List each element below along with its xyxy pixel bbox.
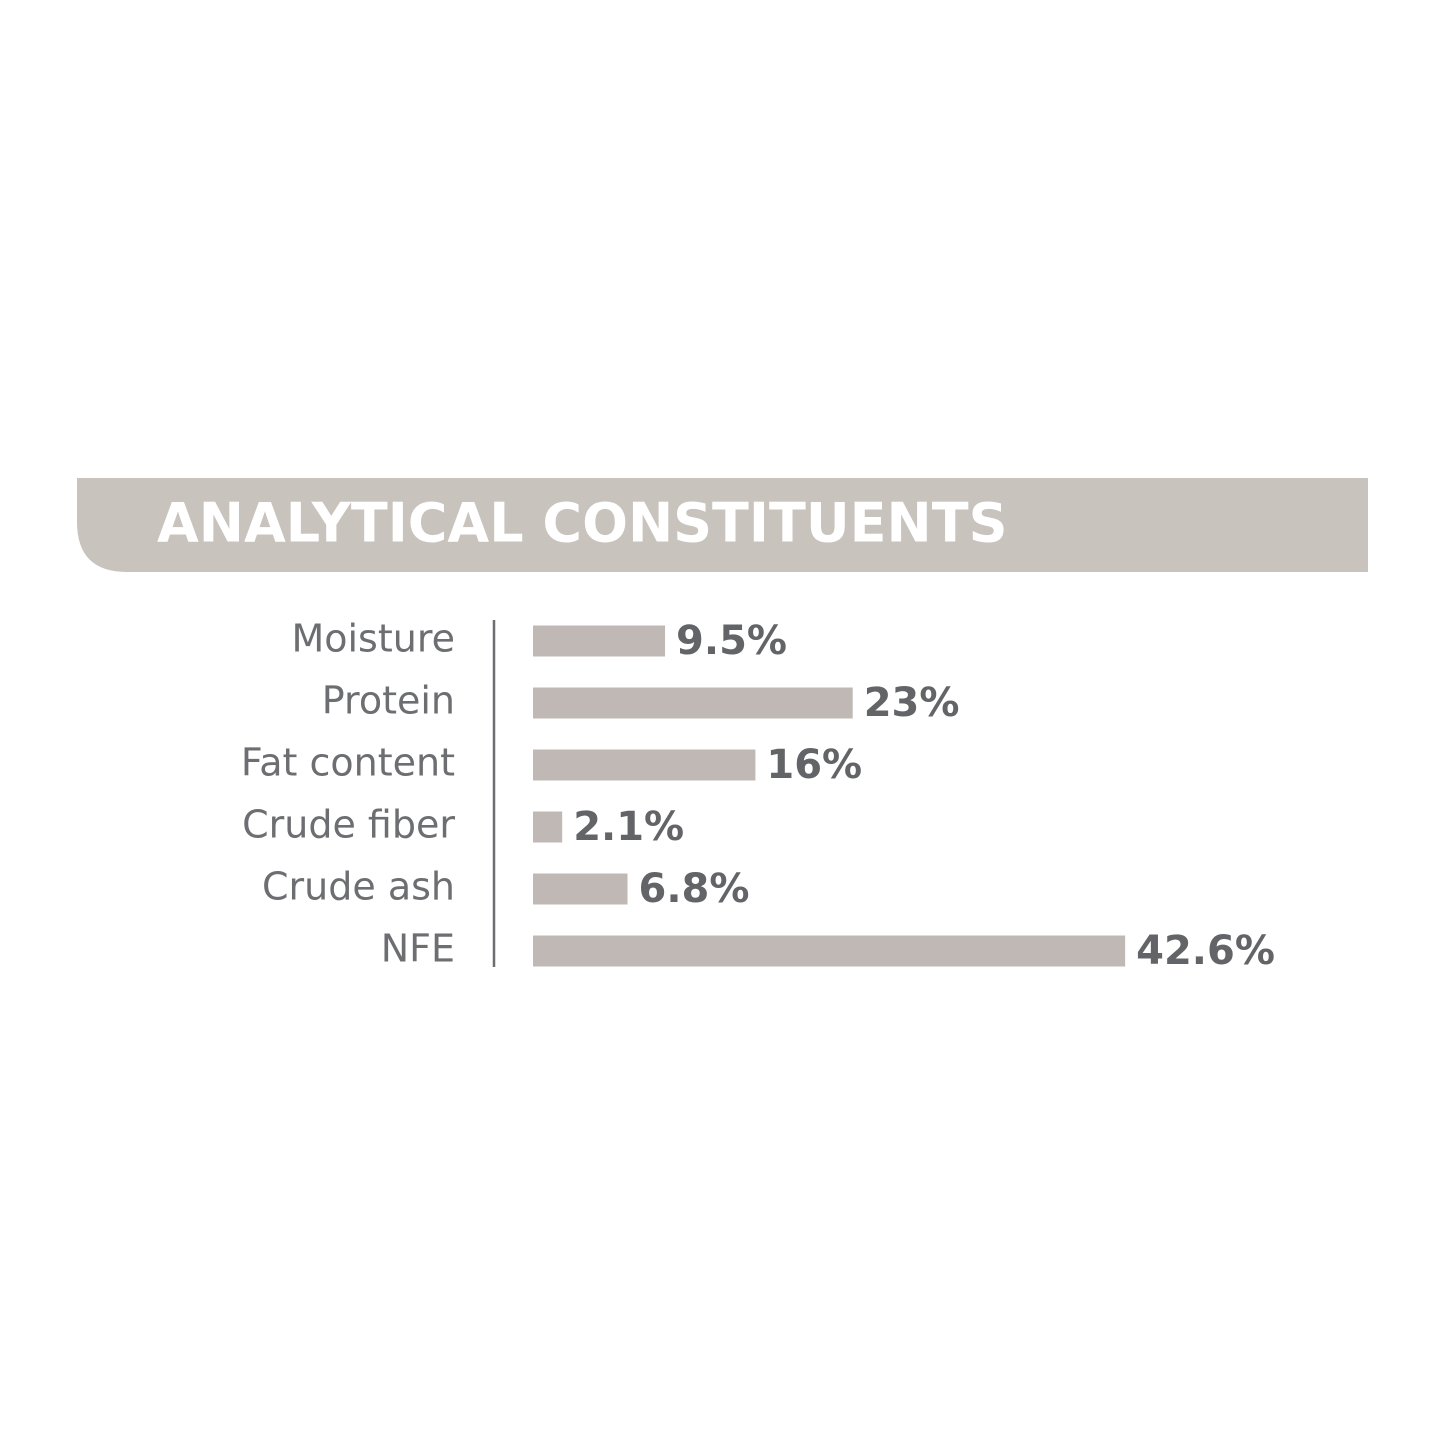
category-label: Protein <box>322 679 455 723</box>
chart-title: ANALYTICAL CONSTITUENTS <box>157 492 1007 555</box>
category-label: NFE <box>381 927 455 971</box>
value-label: 2.1% <box>573 804 684 850</box>
value-label: 42.6% <box>1136 928 1275 974</box>
value-label: 9.5% <box>676 618 787 664</box>
header-band <box>77 478 1368 572</box>
bar <box>533 811 563 843</box>
value-label: 6.8% <box>639 866 750 912</box>
category-label: Crude fiber <box>242 803 455 847</box>
bar <box>533 873 628 905</box>
value-label: 16% <box>766 742 862 788</box>
category-label: Moisture <box>291 617 455 661</box>
bar <box>533 749 756 781</box>
category-label: Fat content <box>241 741 455 785</box>
value-label: 23% <box>864 680 960 726</box>
category-label: Crude ash <box>262 865 455 909</box>
bar <box>533 625 666 657</box>
bar <box>533 935 1126 967</box>
bar <box>533 687 853 719</box>
